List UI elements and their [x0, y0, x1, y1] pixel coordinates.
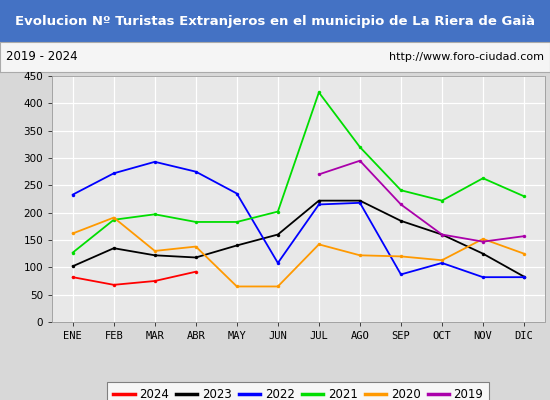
Text: 2019 - 2024: 2019 - 2024 — [6, 50, 77, 64]
Legend: 2024, 2023, 2022, 2021, 2020, 2019: 2024, 2023, 2022, 2021, 2020, 2019 — [107, 382, 490, 400]
Text: Evolucion Nº Turistas Extranjeros en el municipio de La Riera de Gaià: Evolucion Nº Turistas Extranjeros en el … — [15, 14, 535, 28]
Text: http://www.foro-ciudad.com: http://www.foro-ciudad.com — [389, 52, 544, 62]
